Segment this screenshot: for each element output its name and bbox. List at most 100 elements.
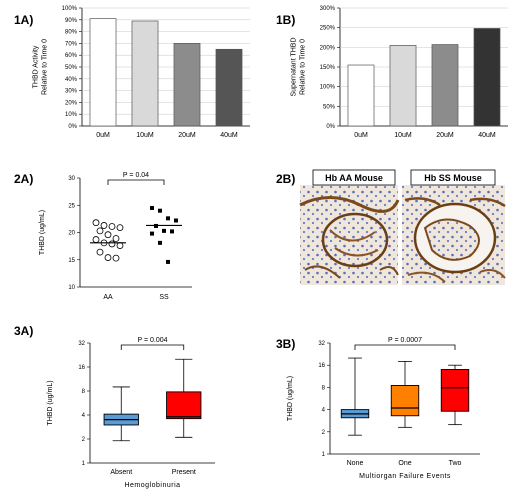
y-tick-label: 40% [65, 77, 78, 83]
x-axis-title: Multiorgan Failure Events [359, 473, 451, 480]
x-tick-label: 10uM [394, 132, 412, 139]
y-tick-label: 0% [326, 124, 335, 130]
y-tick-label: 15 [68, 258, 75, 264]
panel-label-1b: 1B) [276, 13, 295, 27]
y-tick-label: 50% [65, 65, 78, 71]
data-point-aa [100, 222, 108, 229]
x-tick-label: Two [449, 460, 462, 467]
y-tick-label: 4 [322, 408, 326, 414]
bar [347, 64, 375, 127]
x-tick-label: 40uM [478, 132, 496, 139]
y-tick-label: 32 [78, 341, 85, 347]
y-axis-title: THBD Activity Relative to Time 0 [33, 39, 49, 95]
data-point-aa [96, 248, 104, 256]
x-tick-label: 0uM [354, 132, 368, 139]
bar [473, 28, 501, 127]
panel-label-1a: 1A) [14, 13, 33, 27]
data-point-aa [108, 223, 116, 230]
axes-1b: 0% 50% 100% 150% 200% 250% 300% Supernatant THB… [291, 6, 508, 139]
p-value-label: P = 0.04 [123, 172, 149, 179]
y-tick-label: 2 [322, 430, 326, 436]
y-tick-label: 30% [65, 89, 78, 95]
y-tick-label: 10% [65, 112, 78, 118]
bar [131, 20, 159, 127]
y-tick-label: 16 [78, 365, 85, 371]
p-value-label: P = 0.0007 [388, 337, 422, 344]
data-point-ss [158, 240, 162, 245]
y-tick-label: 20% [65, 100, 78, 106]
data-point-aa [104, 231, 112, 239]
svg-text:Hb AA Mouse: Hb AA Mouse [325, 173, 383, 183]
x-tick-label: 40uM [220, 132, 238, 139]
micrograph-aa [299, 185, 400, 285]
axes-2a: 10 15 20 25 30 THBD (ug/mL) AA SS P = 0.04 [39, 172, 192, 301]
panel-1b: 1B) 0% 50% 100% 150% 200% 250% 300% Supernatant… [276, 6, 508, 139]
x-tick-label: 10uM [136, 132, 154, 139]
axes-3b: 1 2 4 8 16 32 THBD (ug/mL) None One Two Multiorgan… [287, 337, 480, 480]
axes-3a: 1 2 4 8 16 32 THBD (ug/mL) Absent Present Hemoglo… [47, 337, 215, 489]
micrograph-ss [402, 185, 506, 285]
bar [173, 43, 201, 127]
y-axis-title: THBD (ug/mL) [47, 380, 54, 425]
data-point-ss [158, 208, 162, 213]
significance-bracket [354, 344, 456, 350]
y-tick-label: 32 [318, 341, 325, 347]
x-tick-label: None [347, 460, 364, 467]
data-point-aa [96, 227, 104, 235]
y-tick-label: 30 [68, 176, 75, 182]
data-point-ss [162, 228, 166, 233]
axes-1a: 0% 10% 20% 30% 40% 50% 60% 70% 80% 90% 100% THBD Ac… [33, 6, 250, 139]
y-tick-label: 2 [82, 437, 86, 443]
p-value-label: P = 0.004 [137, 337, 167, 344]
y-tick-label: 60% [65, 53, 78, 59]
y-tick-label: 4 [82, 413, 86, 419]
y-tick-label: 50% [323, 104, 336, 110]
bar [89, 18, 117, 127]
data-point-aa [116, 242, 124, 249]
y-tick-label: 100% [320, 85, 336, 91]
y-tick-label: 16 [318, 363, 325, 369]
panel-label-2b: 2B) [276, 172, 295, 186]
y-axis-title: THBD (ug/mL) [287, 376, 294, 421]
y-tick-label: 25 [68, 203, 75, 209]
y-tick-label: 250% [320, 26, 336, 32]
y-axis-title: THBD (ug/mL) [39, 210, 46, 255]
significance-bracket [107, 179, 165, 185]
data-point-ss [170, 229, 174, 234]
x-tick-label: One [398, 460, 411, 467]
data-point-aa [108, 240, 116, 248]
y-tick-label: 200% [320, 45, 336, 51]
data-point-aa [112, 254, 120, 262]
data-point-aa [104, 254, 112, 261]
data-point-aa [116, 224, 124, 231]
y-tick-label: 20 [68, 231, 75, 237]
y-tick-label: 1 [82, 461, 86, 467]
y-tick-label: 80% [65, 30, 78, 36]
data-point-ss [150, 205, 154, 210]
x-tick-label: 20uM [178, 132, 196, 139]
svg-text:Hb SS Mouse: Hb SS Mouse [424, 173, 482, 183]
bar [431, 44, 459, 127]
box [440, 369, 470, 412]
panel-3a: 3A) 1 2 4 8 16 32 THBD (ug/mL) Absent Present Hem… [14, 324, 215, 489]
y-tick-label: 8 [82, 389, 86, 395]
y-tick-label: 100% [62, 6, 78, 12]
panel-label-3a: 3A) [14, 324, 33, 338]
y-tick-label: 0% [68, 124, 77, 130]
x-tick-label: 0uM [96, 132, 110, 139]
x-tick-label: AA [103, 294, 113, 301]
box [166, 391, 202, 420]
panel-2b: 2B) Hb AA Mouse Hb SS Mouse [276, 169, 506, 285]
significance-bracket [120, 344, 185, 350]
y-tick-label: 10 [68, 285, 75, 291]
data-point-ss [174, 218, 178, 223]
panel-label-3b: 3B) [276, 337, 295, 351]
data-point-ss [166, 216, 170, 221]
panel-1a: 1A) 0% 10% 20% 30% 40% 50% 60% 70% 80% 90% 100% THB… [14, 6, 250, 139]
data-point-ss [166, 259, 170, 264]
y-tick-label: 150% [320, 65, 336, 71]
x-tick-label: Present [172, 469, 196, 476]
x-axis-title: Hemoglobinuria [124, 482, 180, 489]
box [390, 385, 420, 417]
